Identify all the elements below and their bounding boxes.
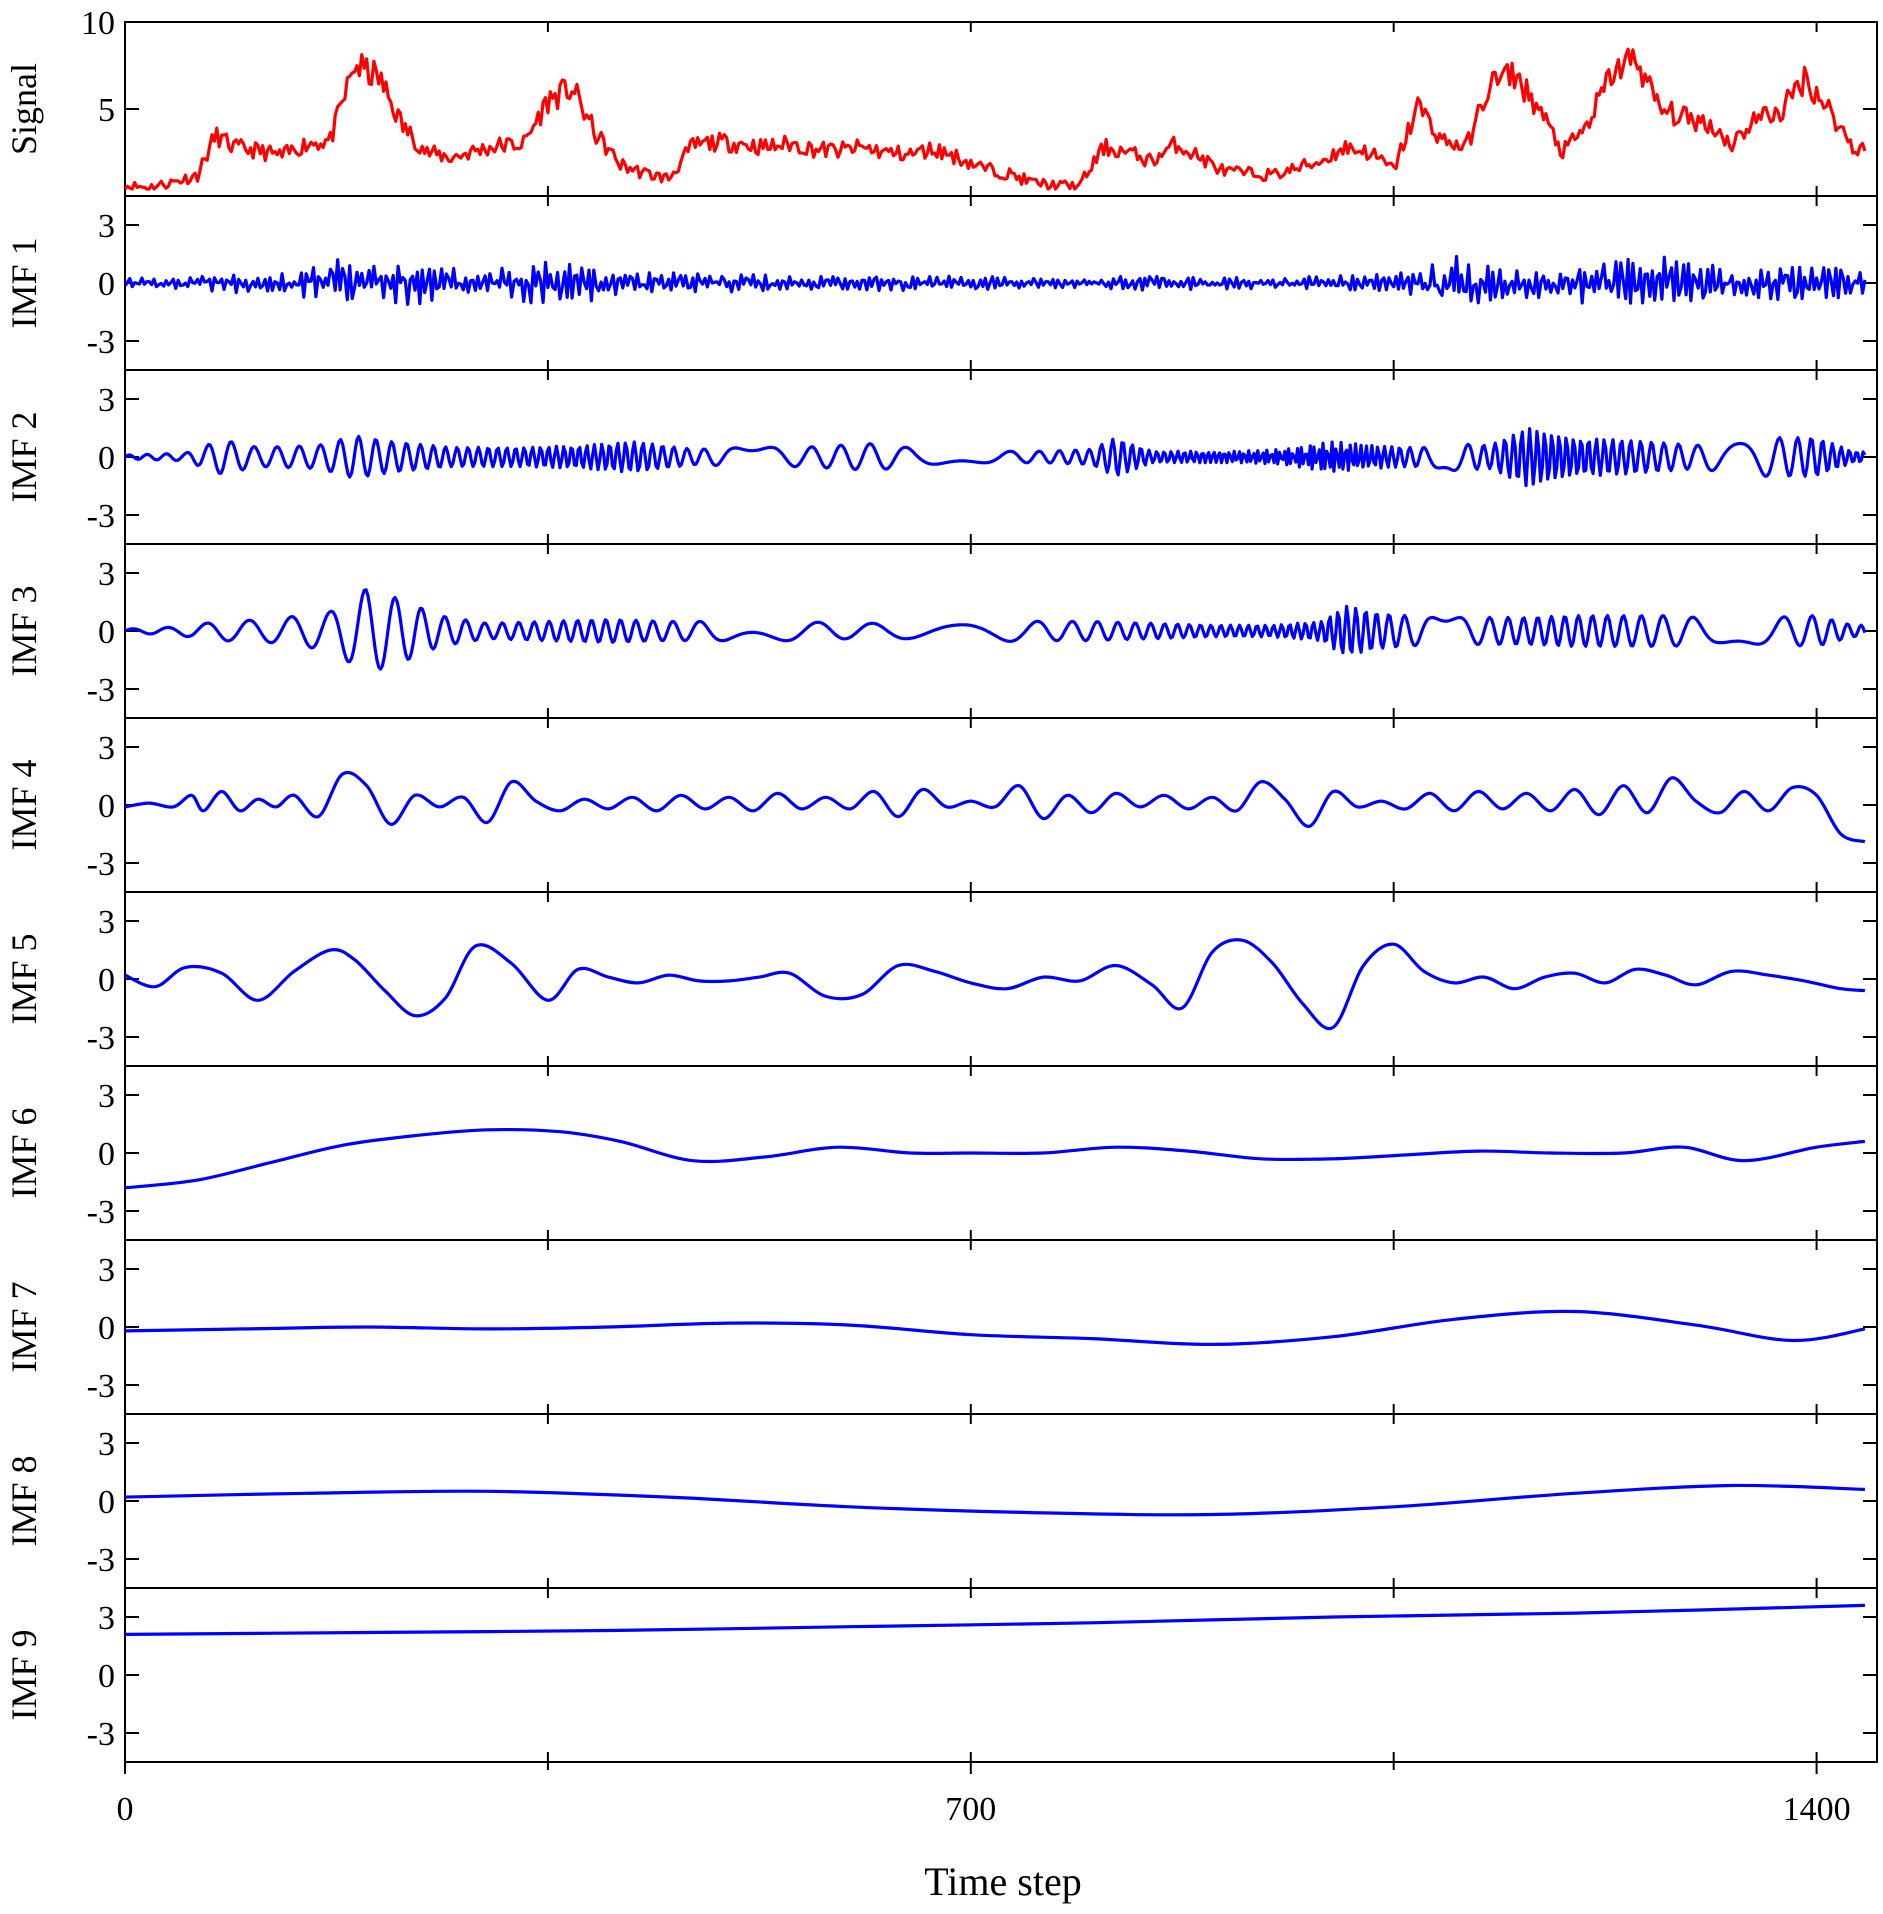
y-tick-label: 3 [98,1600,115,1637]
series-line-signal [125,47,1867,191]
panel-imf-9: -3 0 3 IMF 9 [4,1587,1878,1763]
series-line-imf-3 [125,588,1867,671]
y-tick-label: 3 [98,1426,115,1463]
x-axis: 0 700 1400 [117,1762,1851,1828]
panel-label-imf-5: IMF 5 [4,933,44,1024]
panel-frame [124,1587,1878,1763]
series-line-imf-6 [125,1127,1866,1190]
y-tick-label: 3 [98,904,115,941]
y-tick-label: 0 [98,788,115,825]
panel-imf-1: -3 0 3 IMF 1 [4,195,1878,371]
y-tick-label: 3 [98,208,115,245]
panel-label-imf-2: IMF 2 [4,411,44,502]
y-tick-label: 0 [98,1484,115,1521]
x-tick-label: 700 [945,1791,996,1828]
y-tick-label: -3 [87,672,115,709]
y-tick-label: 0 [98,440,115,477]
y-tick-label: 3 [98,1078,115,1115]
series-line-imf-5 [125,938,1866,1031]
panel-label-imf-6: IMF 6 [4,1107,44,1198]
y-tick-label: 3 [98,556,115,593]
y-tick-label: 0 [98,962,115,999]
panel-imf-2: -3 0 3 IMF 2 [4,369,1878,545]
series-line-imf-1 [125,254,1867,306]
panel-imf-4: -3 0 3 IMF 4 [4,717,1878,893]
panel-label-imf-1: IMF 1 [4,237,44,328]
series-line-imf-9 [125,1603,1865,1636]
panel-frame [124,21,1878,197]
y-tick-label: -3 [87,1020,115,1057]
y-tick-label: 10 [81,5,115,42]
panels-group: 5 10 Signal -3 0 3 IMF 1 -3 0 3 IMF 2 -3 0 3 IMF 3 -3 0 3… [4,5,1878,1763]
y-tick-label: 3 [98,730,115,767]
y-tick-label: 5 [98,92,115,129]
panel-imf-3: -3 0 3 IMF 3 [4,543,1878,719]
panel-label-imf-9: IMF 9 [4,1629,44,1720]
series-line-imf-2 [125,427,1867,488]
panel-imf-5: -3 0 3 IMF 5 [4,891,1878,1067]
y-tick-label: -3 [87,324,115,361]
series-line-imf-7 [125,1309,1866,1347]
panel-imf-8: -3 0 3 IMF 8 [4,1413,1878,1589]
y-tick-label: -3 [87,1542,115,1579]
y-tick-label: 3 [98,1252,115,1289]
series-line-imf-8 [125,1483,1865,1517]
panel-frame [124,1413,1878,1589]
y-tick-label: -3 [87,1368,115,1405]
panel-frame [124,717,1878,893]
x-axis-title: Time step [924,1859,1081,1904]
panel-label-imf-7: IMF 7 [4,1281,44,1372]
x-tick-label: 1400 [1783,1791,1851,1828]
panel-imf-6: -3 0 3 IMF 6 [4,1065,1878,1241]
y-tick-label: -3 [87,498,115,535]
y-tick-label: 0 [98,1310,115,1347]
panel-signal: 5 10 Signal [4,5,1878,197]
y-tick-label: 0 [98,614,115,651]
y-tick-label: 0 [98,1658,115,1695]
panel-label-imf-8: IMF 8 [4,1455,44,1546]
panel-label-imf-4: IMF 4 [4,759,44,850]
series-line-imf-4 [125,770,1866,844]
y-tick-label: 0 [98,266,115,303]
y-tick-label: -3 [87,846,115,883]
y-tick-label: 3 [98,382,115,419]
y-tick-label: -3 [87,1194,115,1231]
y-tick-label: -3 [87,1716,115,1753]
x-tick-label: 0 [117,1791,134,1828]
y-tick-label: 0 [98,1136,115,1173]
panel-label-imf-3: IMF 3 [4,585,44,676]
panel-imf-7: -3 0 3 IMF 7 [4,1239,1878,1415]
panel-label-signal: Signal [4,63,44,155]
